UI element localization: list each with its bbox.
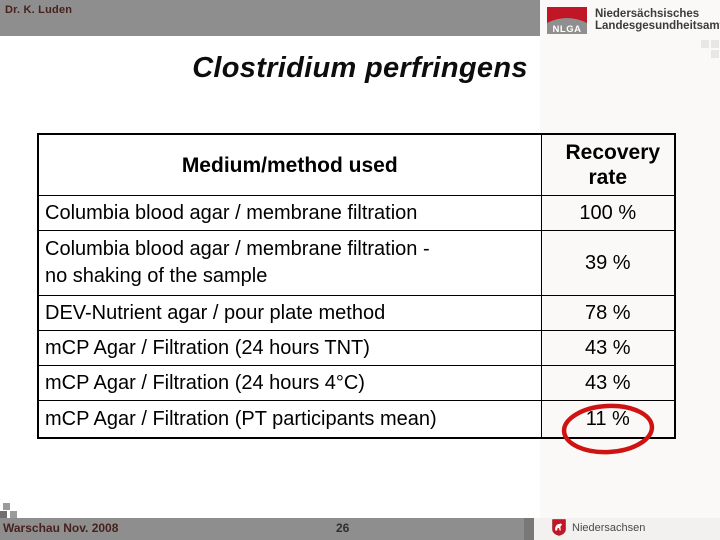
table-header-row: Medium/method used Recovery rate — [37, 133, 676, 196]
rate-cell: 100 % — [540, 195, 676, 231]
deco-square — [10, 511, 17, 518]
nlga-org-line2: Landesgesundheitsamt — [595, 19, 720, 32]
nlga-logo-icon: NLGA — [547, 7, 587, 34]
method-cell: Columbia blood agar / membrane filtratio… — [37, 230, 542, 296]
rate-cell: 39 % — [540, 230, 676, 296]
deco-square — [0, 511, 7, 518]
nlga-org-line1: Niedersächsisches — [595, 8, 700, 20]
nlga-org-name: Niedersächsisches Landesgesundheitsamt — [595, 8, 720, 32]
table-row: DEV-Nutrient agar / pour plate method 78… — [37, 295, 676, 331]
column-header-method: Medium/method used — [37, 133, 542, 196]
footer-bar-end — [524, 518, 534, 540]
method-cell: mCP Agar / Filtration (24 hours 4°C) — [37, 365, 542, 401]
state-logo-label: Niedersachsen — [572, 522, 646, 534]
rate-cell: 43 % — [540, 330, 676, 366]
column-header-rate: Recovery rate — [540, 133, 676, 196]
niedersachsen-shield-icon — [552, 519, 566, 536]
method-cell: mCP Agar / Filtration (PT participants m… — [37, 400, 542, 439]
results-table: Medium/method used Recovery rate Columbi… — [37, 133, 676, 439]
rate-cell: 78 % — [540, 295, 676, 331]
deco-square — [701, 40, 709, 48]
footer-bar — [0, 518, 524, 540]
slide-page-number: 26 — [336, 521, 350, 535]
table-row: Columbia blood agar / membrane filtratio… — [37, 230, 676, 296]
footer-right-panel — [534, 518, 720, 540]
svg-text:NLGA: NLGA — [553, 24, 582, 34]
method-cell: mCP Agar / Filtration (24 hours TNT) — [37, 330, 542, 366]
top-bar — [0, 0, 540, 36]
slide-title: Clostridium perfringens — [192, 52, 528, 84]
footer-venue: Warschau Nov. 2008 — [3, 521, 119, 535]
deco-square — [3, 503, 10, 510]
rate-cell: 43 % — [540, 365, 676, 401]
method-cell: Columbia blood agar / membrane filtratio… — [37, 195, 542, 231]
rate-cell: 11 % — [540, 400, 676, 439]
table-row: mCP Agar / Filtration (24 hours TNT) 43 … — [37, 330, 676, 366]
deco-square — [711, 40, 719, 48]
table-row: mCP Agar / Filtration (24 hours 4°C) 43 … — [37, 365, 676, 401]
slide-author: Dr. K. Luden — [5, 4, 73, 16]
table-row: Columbia blood agar / membrane filtratio… — [37, 195, 676, 231]
table-row: mCP Agar / Filtration (PT participants m… — [37, 400, 676, 439]
nlga-logo: NLGA Niedersächsisches Landesgesundheits… — [547, 7, 720, 35]
deco-square — [711, 50, 719, 58]
method-cell: DEV-Nutrient agar / pour plate method — [37, 295, 542, 331]
